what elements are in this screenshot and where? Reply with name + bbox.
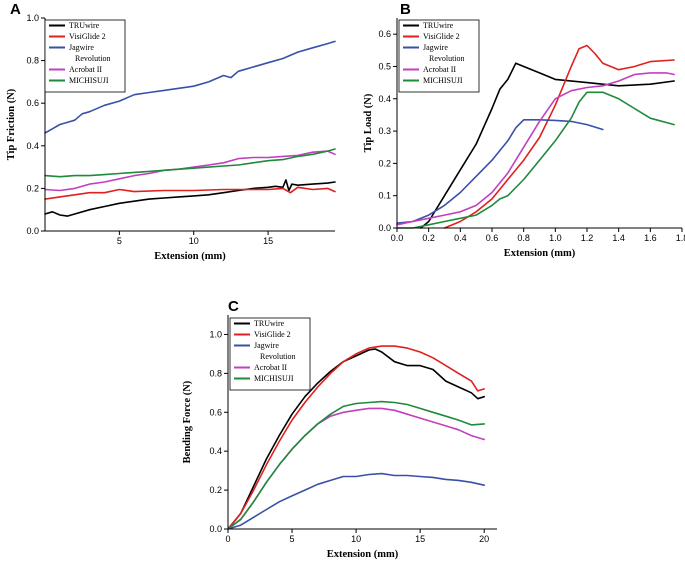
series-line-acrobat-ii [396,72,675,226]
y-axis-label: Tip Friction (N) [6,88,17,160]
y-tick-label: 0.2 [26,183,39,193]
x-tick-label: 10 [351,534,361,544]
legend-box [398,19,480,93]
x-tick-label: 0 [225,534,230,544]
legend-label: TRUwire [69,21,100,30]
x-tick-label: 1.2 [581,233,594,243]
legend-label: Jagwire [69,43,94,52]
legend-label: TRUwire [254,319,285,328]
legend-label: Acrobat II [423,65,456,74]
series-line-acrobat-ii [227,407,485,530]
chart-panel-a: 5 10 15 0.0 0.2 0.4 0.6 0.8 1.0 Extension (mm) Tip… [6,1,336,262]
series-line-michisuji [44,148,336,178]
series-line-michisuji [396,91,675,229]
x-axis-label: Extension (mm) [327,549,399,560]
y-axis-label: Bending Force (N) [182,380,193,463]
chart-panel-c: 0 5 10 15 20 0.0 0.2 0.4 0.6 0.8 1.0 Extension (mm)… [182,298,497,560]
x-tick-label: 1.8 [676,233,685,243]
legend-label: Acrobat II [69,65,102,74]
y-tick-label: 0.8 [26,56,39,66]
legend-label: Jagwire [254,341,279,350]
legend-label: Jagwire [423,43,448,52]
x-tick-label: 0.6 [486,233,499,243]
x-tick-label: 15 [263,236,273,246]
legend: TRUwire VisiGlide 2 Jagwire Revolution Acrob… [229,317,311,391]
y-tick-label: 0.8 [209,368,222,378]
series-line-jagwire [44,40,336,134]
y-tick-label: 0.1 [378,191,391,201]
x-tick-label: 0.4 [454,233,467,243]
x-tick-label: 10 [189,236,199,246]
x-tick-label: 20 [479,534,489,544]
legend-label: TRUwire [423,21,454,30]
y-tick-label: 0.2 [209,485,222,495]
x-tick-label: 15 [415,534,425,544]
legend-label: VisiGlide 2 [423,32,460,41]
legend: TRUwire VisiGlide 2 Jagwire Revolution Acrob… [398,19,480,93]
y-tick-label: 0.6 [26,98,39,108]
series-line-jagwire [227,472,485,530]
series-line-acrobat-ii [44,150,336,192]
series-line-visiglide-2 [443,44,675,229]
series-line-visiglide-2 [227,345,485,530]
legend-label: MICHISUJI [69,76,109,85]
legend-label: Revolution [429,54,465,63]
x-tick-label: 5 [290,534,295,544]
y-tick-label: 0.5 [378,61,391,71]
legend-label: Revolution [75,54,111,63]
y-tick-label: 0.4 [209,446,222,456]
panel-label: C [228,298,239,315]
chart-panel-b: 0.0 0.2 0.4 0.6 0.8 1.0 1.2 1.4 1.6 1.8 0.0 0.1 0.2 0… [363,1,685,259]
y-tick-label: 0.0 [209,524,222,534]
y-tick-label: 0.3 [378,126,391,136]
legend-label: MICHISUJI [254,374,294,383]
series-line-michisuji [227,400,485,530]
series-line-truwire [227,348,485,530]
y-tick-label: 0.4 [378,94,391,104]
legend: TRUwire VisiGlide 2 Jagwire Revolution Acrob… [44,19,126,93]
y-tick-label: 0.0 [378,223,391,233]
legend-label: VisiGlide 2 [254,330,291,339]
x-tick-label: 1.6 [644,233,657,243]
x-tick-label: 0.2 [422,233,435,243]
x-axis-label: Extension (mm) [154,251,226,262]
y-tick-label: 0.4 [26,141,39,151]
y-tick-label: 1.0 [26,13,39,23]
y-tick-label: 0.0 [26,226,39,236]
x-tick-label: 1.4 [612,233,625,243]
series-line-truwire [420,62,675,229]
panel-label: A [10,1,21,18]
x-axis-label: Extension (mm) [504,248,576,259]
panel-label: B [400,1,411,18]
x-tick-label: 0.0 [391,233,404,243]
legend-label: VisiGlide 2 [69,32,106,41]
legend-label: Acrobat II [254,363,287,372]
x-tick-label: 5 [117,236,122,246]
legend-label: MICHISUJI [423,76,463,85]
series-line-visiglide-2 [44,186,336,200]
y-tick-label: 1.0 [209,329,222,339]
y-tick-label: 0.6 [209,407,222,417]
legend-label: Revolution [260,352,296,361]
x-tick-label: 1.0 [549,233,562,243]
series-line-truwire [44,179,336,217]
y-tick-label: 0.2 [378,158,391,168]
x-tick-label: 0.8 [517,233,530,243]
series-line-jagwire [396,119,604,224]
y-tick-label: 0.6 [378,29,391,39]
y-axis-label: Tip Load (N) [363,93,374,152]
